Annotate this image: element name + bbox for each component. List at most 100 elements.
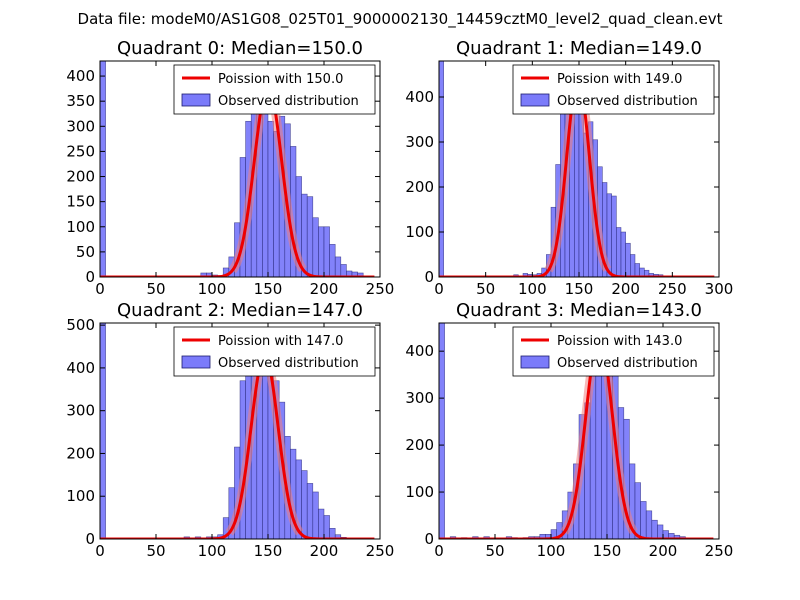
figure-suptitle: Data file: modeM0/AS1G08_025T01_90000021…	[78, 10, 723, 29]
legend-poisson-label: Poission with 143.0	[557, 334, 682, 349]
histogram-bar	[574, 98, 580, 277]
quadrant-1-panel: 0 50 100 150 200 250 300 0 100 200 300 400 Quadrant …	[405, 38, 733, 298]
y-tick-label: 300	[66, 402, 95, 420]
x-tick-label: 150	[254, 280, 283, 298]
legend-observed-label: Observed distribution	[218, 356, 359, 371]
y-tick-label: 50	[76, 243, 95, 261]
legend-observed-swatch	[520, 355, 550, 369]
y-tick-label: 0	[85, 530, 95, 548]
quadrant-2-panel: 0 50 100 150 200 250 0 100 200 300 400 500 Quadrant …	[66, 300, 394, 560]
histogram-bar	[267, 120, 274, 277]
histogram-bar	[634, 482, 641, 539]
legend-poisson-label: Poission with 150.0	[218, 72, 343, 87]
histogram-bar	[262, 105, 269, 277]
y-tick-label: 400	[405, 88, 434, 106]
x-tick-label: 150	[593, 542, 622, 560]
x-tick-label: 200	[611, 280, 640, 298]
x-tick-label: 250	[366, 280, 395, 298]
histogram-bar	[651, 519, 658, 539]
histogram-bar	[323, 226, 330, 277]
x-tick-label: 0	[434, 542, 444, 560]
legend-poisson-label: Poission with 149.0	[557, 72, 682, 87]
x-tick-label: 250	[366, 542, 395, 560]
y-tick-label: 300	[405, 133, 434, 151]
y-tick-label: 200	[66, 444, 95, 462]
x-tick-label: 100	[537, 542, 566, 560]
histogram-bar	[640, 501, 647, 539]
panel-title: Quadrant 1: Median=149.0	[456, 38, 702, 59]
histogram-bar	[312, 217, 319, 277]
legend: Poission with 150.0 Observed distribution	[173, 64, 376, 115]
histogram-bar	[318, 508, 325, 539]
y-tick-label: 100	[405, 483, 434, 501]
histogram-bar	[625, 242, 631, 277]
x-tick-label: 50	[146, 542, 165, 560]
y-tick-label: 500	[66, 316, 95, 334]
x-tick-label: 200	[649, 542, 678, 560]
y-tick-label: 200	[405, 436, 434, 454]
y-tick-label: 0	[85, 268, 95, 286]
legend-observed-swatch	[520, 93, 550, 107]
histogram-bar	[611, 195, 617, 277]
histogram-bar	[334, 256, 342, 277]
poisson-curve	[439, 335, 714, 539]
histogram-bar	[323, 515, 330, 539]
legend-poisson-label: Poission with 147.0	[218, 334, 343, 349]
histogram-bar	[439, 323, 445, 539]
y-tick-label: 350	[66, 92, 95, 110]
panel-title: Quadrant 3: Median=143.0	[456, 300, 702, 321]
panel-title: Quadrant 2: Median=147.0	[117, 300, 363, 321]
plot-area-3	[439, 323, 714, 539]
histogram-bar	[340, 264, 347, 277]
histogram-bar	[329, 528, 336, 539]
histogram-bar	[312, 491, 319, 539]
y-tick-label: 400	[405, 342, 434, 360]
histogram-bar	[334, 534, 342, 539]
panel-title: Quadrant 0: Median=150.0	[117, 38, 363, 59]
poisson-curve	[100, 353, 375, 539]
x-tick-label: 100	[518, 280, 547, 298]
histogram-bar	[329, 244, 336, 277]
y-tick-label: 400	[66, 67, 95, 85]
x-tick-label: 50	[485, 542, 504, 560]
y-tick-label: 250	[66, 142, 95, 160]
legend: Poission with 149.0 Observed distribution	[512, 64, 715, 115]
x-tick-label: 50	[476, 280, 495, 298]
y-tick-label: 200	[66, 168, 95, 186]
axes-frame	[438, 322, 720, 540]
x-tick-label: 250	[705, 542, 734, 560]
histogram-bar	[318, 226, 325, 277]
histogram-bar	[439, 61, 444, 277]
y-tick-label: 400	[66, 359, 95, 377]
x-tick-label: 150	[565, 280, 594, 298]
histogram-bar	[616, 227, 622, 277]
x-tick-label: 0	[434, 280, 444, 298]
y-tick-label: 100	[66, 218, 95, 236]
histogram-bar	[100, 323, 106, 539]
x-tick-label: 100	[198, 280, 227, 298]
x-tick-label: 200	[310, 542, 339, 560]
histogram-bar	[306, 196, 314, 277]
y-tick-label: 300	[405, 389, 434, 407]
x-tick-label: 300	[705, 280, 734, 298]
axes-frame	[99, 322, 381, 540]
histogram-bar	[657, 524, 664, 539]
histogram-bar	[630, 254, 636, 277]
histogram-bar	[100, 61, 106, 277]
y-tick-label: 300	[66, 117, 95, 135]
histogram-bar	[620, 231, 626, 277]
histogram-bar	[634, 263, 640, 277]
legend-observed-swatch	[181, 355, 211, 369]
legend: Poission with 147.0 Observed distribution	[173, 326, 376, 377]
x-tick-label: 150	[254, 542, 283, 560]
legend-observed-swatch	[181, 93, 211, 107]
x-tick-label: 100	[198, 542, 227, 560]
axes-frame	[99, 60, 381, 278]
y-tick-label: 0	[424, 268, 434, 286]
x-tick-label: 250	[658, 280, 687, 298]
legend: Poission with 143.0 Observed distribution	[512, 326, 715, 377]
legend-observed-label: Observed distribution	[557, 94, 698, 109]
y-tick-label: 100	[66, 487, 95, 505]
x-tick-label: 50	[146, 280, 165, 298]
